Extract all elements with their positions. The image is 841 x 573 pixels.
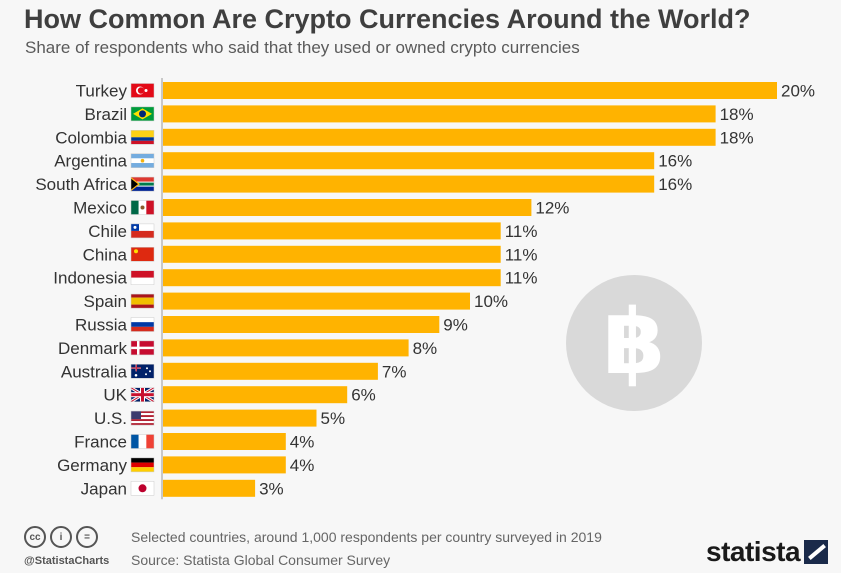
bitcoin-symbol: ฿ [603, 290, 666, 395]
flag-spain-icon [130, 293, 155, 309]
bar-mexico [163, 199, 532, 216]
bar-germany [163, 456, 286, 474]
category-label-colombia: Colombia [55, 128, 127, 147]
flag-russia-icon [130, 317, 155, 332]
value-label-germany: 4% [290, 456, 315, 475]
value-label-france: 4% [290, 433, 315, 452]
category-label-russia: Russia [75, 316, 128, 335]
value-label-south-africa: 16% [658, 175, 692, 194]
value-label-brazil: 18% [720, 105, 754, 124]
bar-australia [163, 362, 378, 380]
value-label-turkey: 20% [781, 82, 815, 101]
category-label-us: U.S. [94, 409, 127, 428]
category-label-argentina: Argentina [54, 152, 127, 171]
bar-uk [163, 386, 348, 404]
survey-note: Selected countries, around 1,000 respond… [131, 529, 602, 545]
license-icons: cc i = [24, 526, 98, 548]
bar-brazil [163, 105, 716, 123]
chart-title: How Common Are Crypto Currencies Around … [24, 4, 751, 34]
category-label-south-africa: South Africa [35, 175, 127, 194]
flag-japan-icon [130, 481, 155, 496]
flag-turkey-icon [130, 83, 155, 98]
flag-us-icon [130, 410, 155, 426]
flag-germany-icon [130, 457, 155, 473]
flag-indonesia-icon [130, 270, 155, 285]
bar-us [163, 409, 317, 427]
statista-mark-icon [804, 540, 829, 564]
flag-south-africa-icon [130, 176, 155, 192]
flag-uk-icon [130, 386, 155, 403]
value-label-colombia: 18% [720, 128, 754, 147]
value-label-mexico: 12% [535, 199, 569, 218]
flag-denmark-icon [130, 340, 155, 356]
category-label-france: France [74, 433, 127, 452]
category-label-brazil: Brazil [84, 105, 127, 124]
flag-australia-icon [130, 364, 155, 379]
value-label-japan: 3% [259, 479, 284, 498]
category-label-china: China [83, 245, 128, 264]
category-label-turkey: Turkey [76, 82, 128, 101]
flag-brazil-icon [130, 106, 155, 122]
value-label-argentina: 16% [658, 152, 692, 171]
brand-name: statista [706, 536, 801, 567]
category-label-mexico: Mexico [73, 199, 127, 218]
bar-denmark [163, 339, 409, 357]
bar-russia [163, 316, 440, 333]
bitcoin-icon [566, 275, 702, 411]
category-label-germany: Germany [57, 456, 127, 475]
value-label-denmark: 8% [413, 339, 438, 358]
category-label-denmark: Denmark [58, 339, 127, 358]
value-label-australia: 7% [382, 362, 407, 381]
value-label-indonesia: 11% [505, 269, 538, 288]
category-label-japan: Japan [81, 479, 127, 498]
bar-china [163, 245, 501, 263]
value-label-chile: 11% [505, 222, 538, 241]
category-label-spain: Spain [84, 292, 127, 311]
social-handle: @StatistaCharts [24, 555, 110, 567]
attribution-icon: i [50, 526, 72, 548]
bar-spain [163, 292, 470, 310]
flag-china-icon [130, 247, 155, 262]
bar-chile [163, 222, 501, 240]
flag-argentina-icon [130, 153, 155, 168]
category-label-indonesia: Indonesia [53, 269, 127, 288]
chart-subtitle: Share of respondents who said that they … [25, 38, 580, 57]
category-label-australia: Australia [61, 362, 128, 381]
value-label-spain: 10% [474, 292, 508, 311]
category-label-uk: UK [103, 386, 127, 405]
no-derivatives-icon: = [76, 526, 98, 548]
source-text: Source: Statista Global Consumer Survey [131, 552, 391, 568]
statista-logo: statista [706, 536, 829, 568]
bar-colombia [163, 128, 716, 146]
value-label-us: 5% [321, 409, 346, 428]
flag-chile-icon [130, 223, 155, 239]
value-label-uk: 6% [351, 386, 376, 405]
category-label-chile: Chile [88, 222, 127, 241]
bar-japan [163, 479, 256, 497]
bar-indonesia [163, 269, 501, 287]
flag-mexico-icon [130, 200, 155, 215]
bar-turkey [163, 82, 777, 99]
creative-commons-icon: cc [24, 526, 46, 548]
bar-france [163, 433, 286, 450]
value-label-china: 11% [505, 245, 538, 264]
bar-argentina [163, 152, 655, 170]
bar-south-africa [163, 175, 655, 193]
value-label-russia: 9% [443, 316, 468, 335]
flag-france-icon [130, 434, 155, 449]
flag-colombia-icon [130, 130, 155, 145]
